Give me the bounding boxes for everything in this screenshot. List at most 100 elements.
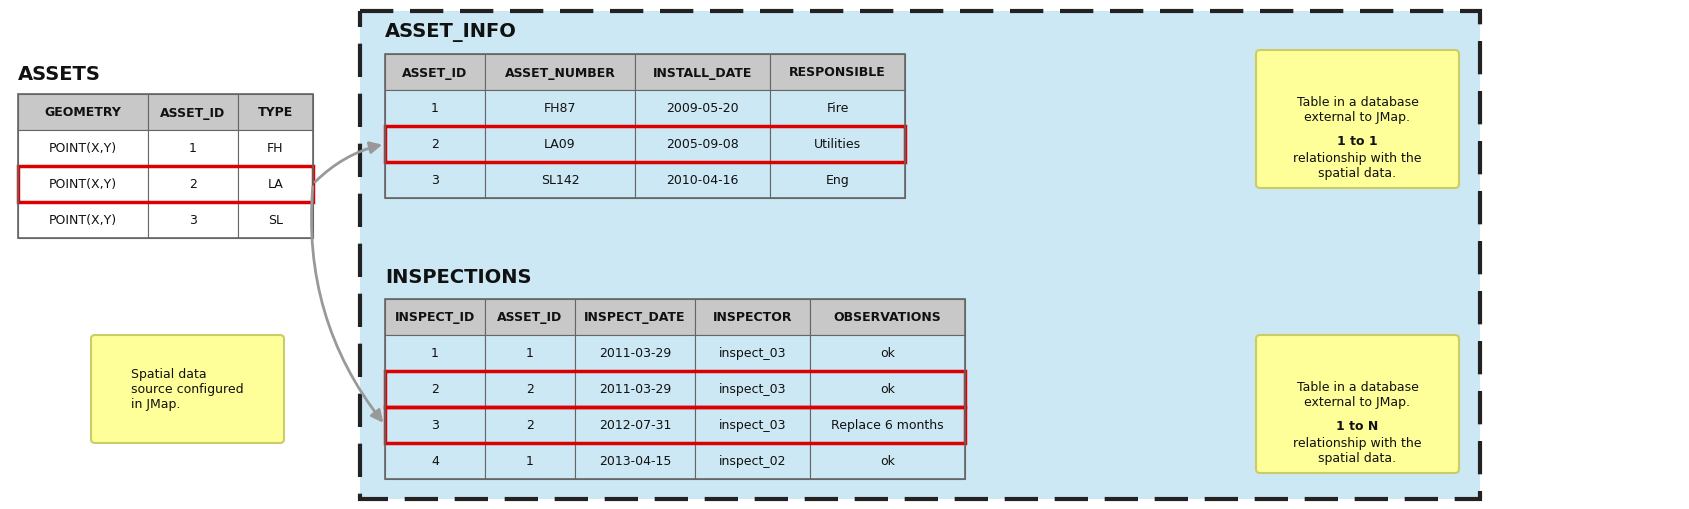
Text: relationship with the
spatial data.: relationship with the spatial data. (1292, 152, 1420, 180)
Text: Table in a database
external to JMap.: Table in a database external to JMap. (1295, 96, 1417, 124)
Bar (809, 407, 964, 443)
Bar (385, 55, 485, 91)
Bar (385, 127, 905, 163)
Bar (149, 131, 238, 166)
Bar (809, 299, 964, 335)
Text: 1: 1 (525, 455, 534, 468)
FancyBboxPatch shape (91, 335, 284, 443)
Text: Replace 6 months: Replace 6 months (831, 419, 942, 432)
Text: inspect_03: inspect_03 (718, 383, 785, 395)
Text: 2: 2 (431, 383, 439, 395)
Bar (149, 95, 238, 131)
Text: relationship with the
spatial data.: relationship with the spatial data. (1292, 436, 1420, 464)
Bar (485, 443, 574, 479)
Text: Utilities: Utilities (814, 138, 861, 151)
Text: INSPECT_ID: INSPECT_ID (395, 311, 475, 324)
Text: 4: 4 (431, 455, 439, 468)
Bar (19, 95, 149, 131)
Bar (694, 299, 809, 335)
Bar (574, 299, 694, 335)
Text: Fire: Fire (826, 102, 848, 115)
Text: 2: 2 (525, 383, 534, 395)
Text: ASSET_ID: ASSET_ID (497, 311, 562, 324)
Bar (809, 443, 964, 479)
Bar (809, 371, 964, 407)
Bar (485, 127, 635, 163)
FancyBboxPatch shape (1255, 335, 1458, 473)
Bar (19, 95, 312, 239)
Text: GEOMETRY: GEOMETRY (44, 106, 122, 119)
Bar (238, 131, 312, 166)
Bar (385, 127, 485, 163)
Text: 1: 1 (525, 347, 534, 360)
Bar (485, 407, 574, 443)
Text: 1 to N: 1 to N (1336, 420, 1378, 433)
Bar (385, 299, 485, 335)
Text: ASSETS: ASSETS (19, 65, 101, 84)
Text: INSTALL_DATE: INSTALL_DATE (652, 66, 752, 79)
FancyBboxPatch shape (1255, 51, 1458, 189)
Text: 2011-03-29: 2011-03-29 (598, 347, 671, 360)
Text: inspect_03: inspect_03 (718, 419, 785, 432)
Text: RESPONSIBLE: RESPONSIBLE (789, 66, 885, 79)
Text: TYPE: TYPE (258, 106, 292, 119)
Bar (385, 91, 485, 127)
Text: 3: 3 (189, 214, 198, 227)
FancyBboxPatch shape (360, 12, 1480, 499)
Text: FH87: FH87 (544, 102, 576, 115)
Text: 1: 1 (431, 347, 439, 360)
Bar (770, 91, 905, 127)
Text: SL: SL (269, 214, 282, 227)
Text: ok: ok (880, 383, 895, 395)
Bar (694, 443, 809, 479)
Bar (385, 443, 485, 479)
Bar (19, 203, 149, 239)
Text: ok: ok (880, 347, 895, 360)
Text: Spatial data
source configured
in JMap.: Spatial data source configured in JMap. (132, 368, 243, 411)
Text: FH: FH (267, 142, 284, 155)
Bar (149, 203, 238, 239)
Text: INSPECTOR: INSPECTOR (713, 311, 792, 324)
Text: ASSET_NUMBER: ASSET_NUMBER (505, 66, 615, 79)
Text: POINT(X,Y): POINT(X,Y) (49, 142, 117, 155)
Bar (770, 55, 905, 91)
Bar (385, 335, 485, 371)
Text: 2005-09-08: 2005-09-08 (665, 138, 738, 151)
Text: 1: 1 (189, 142, 198, 155)
Bar (385, 407, 964, 443)
Text: 3: 3 (431, 174, 439, 187)
Text: 2012-07-31: 2012-07-31 (598, 419, 671, 432)
Bar (238, 95, 312, 131)
Bar (635, 91, 770, 127)
Bar (770, 127, 905, 163)
Text: POINT(X,Y): POINT(X,Y) (49, 178, 117, 191)
Bar (385, 371, 964, 407)
Bar (19, 166, 312, 203)
Bar (694, 335, 809, 371)
Text: 2013-04-15: 2013-04-15 (598, 455, 671, 468)
Bar (485, 299, 574, 335)
Text: inspect_03: inspect_03 (718, 347, 785, 360)
Bar (149, 166, 238, 203)
Text: Eng: Eng (826, 174, 850, 187)
Bar (485, 91, 635, 127)
Text: 2: 2 (189, 178, 198, 191)
Bar (485, 163, 635, 199)
Text: ASSET_ID: ASSET_ID (402, 66, 468, 79)
Bar (694, 407, 809, 443)
Bar (635, 55, 770, 91)
Text: INSPECTIONS: INSPECTIONS (385, 267, 530, 287)
Bar (385, 407, 485, 443)
Bar (485, 371, 574, 407)
Text: ASSET_ID: ASSET_ID (160, 106, 226, 119)
Bar (694, 371, 809, 407)
Bar (574, 407, 694, 443)
Text: ok: ok (880, 455, 895, 468)
Text: SL142: SL142 (540, 174, 579, 187)
Bar (574, 335, 694, 371)
Text: POINT(X,Y): POINT(X,Y) (49, 214, 117, 227)
Text: 1: 1 (431, 102, 439, 115)
Text: OBSERVATIONS: OBSERVATIONS (833, 311, 941, 324)
Bar (809, 335, 964, 371)
Text: 2009-05-20: 2009-05-20 (665, 102, 738, 115)
